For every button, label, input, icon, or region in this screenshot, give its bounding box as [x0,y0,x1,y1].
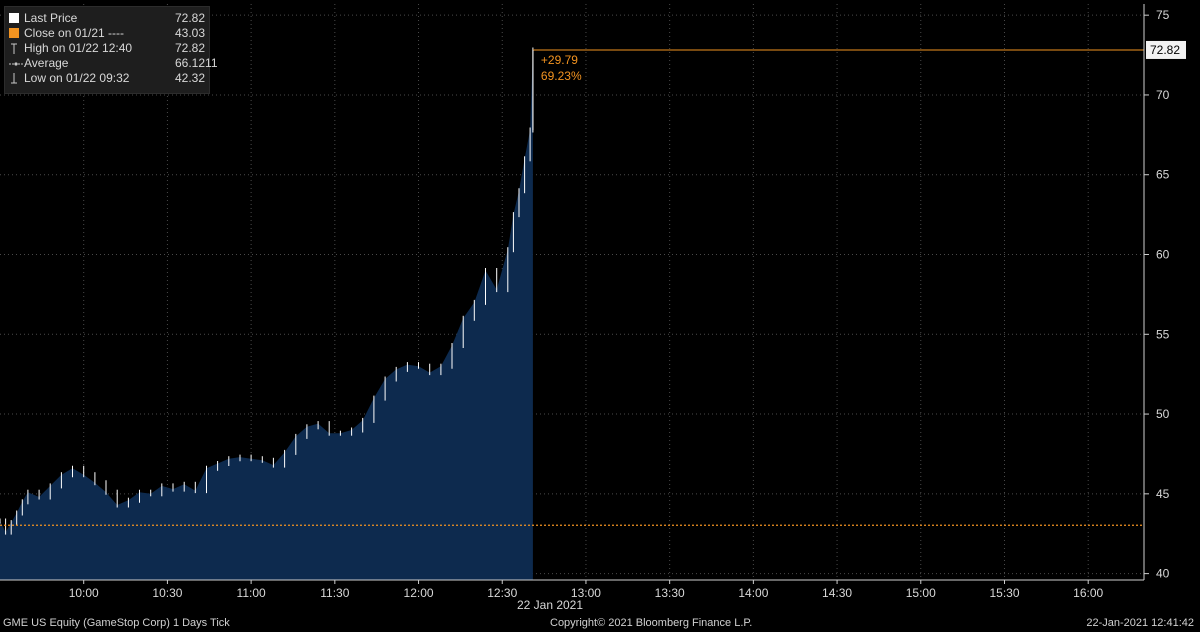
x-tick-label: 12:30 [487,586,517,600]
low-marker-icon [9,72,19,85]
footer-timestamp: 22-Jan-2021 12:41:42 [1086,617,1194,629]
y-tick-label: 55 [1156,327,1170,341]
x-tick-label: 14:00 [738,586,768,600]
x-tick-label: 10:00 [69,586,99,600]
last-price-tag-text: 72.82 [1150,43,1180,57]
legend-item-low: Low on 01/22 09:32 42.32 [5,71,209,86]
legend-label: High on 01/22 12:40 [24,41,133,55]
y-tick-label: 50 [1156,407,1170,421]
axes: 40 45 50 55 60 65 70 75 10:00 10:30 11:00 11:30 12:0… [0,4,1170,600]
legend-value: 43.03 [175,26,206,40]
orange-square-icon [9,27,19,40]
x-tick-label: 13:00 [571,586,601,600]
legend-value: 72.82 [175,41,206,55]
price-area-fill [0,50,533,580]
legend-panel: Last Price 72.82 Close on 01/21 ---- 43.… [4,6,218,94]
x-tick-label: 14:30 [822,586,852,600]
footer-security: GME US Equity (GameStop Corp) 1 Days Tic… [3,617,230,629]
legend-item-last-price: Last Price 72.82 [5,11,209,26]
change-annotation: +29.79 [541,53,578,67]
y-tick-label: 40 [1156,567,1170,581]
legend-value: 66.1211 [175,56,218,70]
x-tick-label: 15:30 [989,586,1019,600]
average-line-icon [9,57,23,70]
y-tick-label: 45 [1156,487,1170,501]
last-price-tag [1146,40,1186,59]
legend-item-close: Close on 01/21 ---- 43.03 [5,26,209,41]
legend-label: Low on 01/22 09:32 [24,71,130,85]
high-marker-icon [9,42,19,55]
legend-label: Last Price [24,11,78,25]
percent-annotation: 69.23% [541,69,582,83]
gridlines [0,4,1144,580]
y-tick-label: 60 [1156,248,1170,262]
legend-value: 42.32 [175,71,206,85]
x-tick-label: 15:00 [906,586,936,600]
y-tick-label: 65 [1156,168,1170,182]
x-tick-label: 10:30 [152,586,182,600]
y-tick-label: 70 [1156,88,1170,102]
legend-value: 72.82 [175,11,206,25]
white-square-icon [9,12,19,25]
legend-label: Close on 01/21 ---- [24,26,125,40]
footer-copyright: Copyright© 2021 Bloomberg Finance L.P. [550,617,753,629]
price-area [0,50,533,580]
x-tick-label: 11:30 [320,586,349,600]
x-tick-label: 12:00 [404,586,434,600]
x-tick-label: 13:30 [655,586,685,600]
y-tick-label: 75 [1156,8,1170,22]
x-tick-label: 11:00 [237,586,266,600]
legend-label: Average [24,56,69,70]
date-label: 22 Jan 2021 [516,598,584,612]
legend-item-high: High on 01/22 12:40 72.82 [5,41,209,56]
legend-item-average: Average 66.1211 [5,56,218,71]
annotations: 72.82 +29.79 69.23% [0,40,1186,526]
x-tick-label: 16:00 [1073,586,1103,600]
